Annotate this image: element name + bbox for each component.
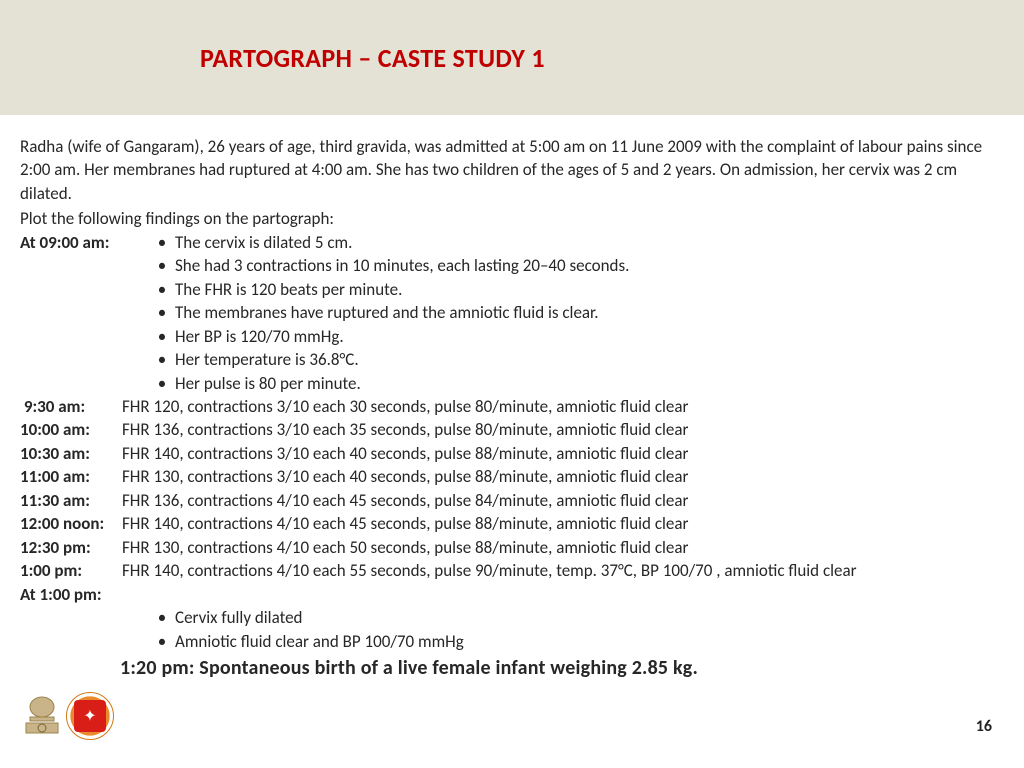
observation-time: 9:30 am: xyxy=(20,395,122,418)
block-0900: At 09:00 am: • The cervix is dilated 5 cm… xyxy=(20,231,1004,395)
bullet-item: • She had 3 contractions in 10 minutes, e… xyxy=(155,254,1004,277)
bullet-text: She had 3 contractions in 10 minutes, ea… xyxy=(175,254,629,277)
observation-time: 11:00 am: xyxy=(20,465,122,488)
observation-text: FHR 120, contractions 3/10 each 30 secon… xyxy=(122,395,1004,418)
observation-row: 12:30 pm:FHR 130, contractions 4/10 each… xyxy=(20,536,1004,559)
observation-row: 1:00 pm:FHR 140, contractions 4/10 each … xyxy=(20,559,1004,582)
plot-instruction: Plot the following findings on the parto… xyxy=(20,207,1004,230)
block-1300-label: At 1:00 pm: xyxy=(20,583,1004,606)
bullet-text: Amniotic fluid clear and BP 100/70 mmHg xyxy=(175,630,464,653)
observation-text: FHR 140, contractions 3/10 each 40 secon… xyxy=(122,442,1004,465)
bullet-icon: • xyxy=(155,630,169,653)
bullet-text: Cervix fully dilated xyxy=(175,606,302,629)
bullet-item: • Her BP is 120/70 mmHg. xyxy=(155,325,1004,348)
bullet-item: • Cervix fully dilated xyxy=(155,606,1004,629)
nhm-logo-icon: ✦ xyxy=(66,692,114,740)
title-band: PARTOGRAPH – CASTE STUDY 1 xyxy=(0,0,1024,115)
observation-row: 9:30 am:FHR 120, contractions 3/10 each … xyxy=(20,395,1004,418)
bullet-icon: • xyxy=(155,231,169,254)
time-label-1300: At 1:00 pm: xyxy=(20,583,130,606)
observation-row: 10:00 am:FHR 136, contractions 3/10 each… xyxy=(20,418,1004,441)
bullet-icon: • xyxy=(155,348,169,371)
observation-time: 10:30 am: xyxy=(20,442,122,465)
observation-row: 10:30 am:FHR 140, contractions 3/10 each… xyxy=(20,442,1004,465)
observation-row: 11:00 am:FHR 130, contractions 3/10 each… xyxy=(20,465,1004,488)
observation-text: FHR 130, contractions 3/10 each 40 secon… xyxy=(122,465,1004,488)
bullet-text: Her temperature is 36.8°C. xyxy=(175,348,359,371)
bullet-item: • Amniotic fluid clear and BP 100/70 mmHg xyxy=(155,630,1004,653)
bullet-text: Her BP is 120/70 mmHg. xyxy=(175,325,344,348)
observation-time: 11:30 am: xyxy=(20,489,122,512)
observation-text: FHR 140, contractions 4/10 each 55 secon… xyxy=(122,559,1004,582)
observation-time: 12:00 noon: xyxy=(20,512,122,535)
final-outcome: 1:20 pm: Spontaneous birth of a live fem… xyxy=(120,655,1004,683)
bullet-item: • The FHR is 120 beats per minute. xyxy=(155,278,1004,301)
time-label-0900: At 09:00 am: xyxy=(20,231,130,254)
bullet-icon: • xyxy=(155,325,169,348)
intro-paragraph: Radha (wife of Gangaram), 26 years of ag… xyxy=(20,135,1004,205)
observation-text: FHR 140, contractions 4/10 each 45 secon… xyxy=(122,512,1004,535)
bullet-icon: • xyxy=(155,278,169,301)
observation-time: 10:00 am: xyxy=(20,418,122,441)
page-number: 16 xyxy=(976,717,992,736)
observation-row: 11:30 am:FHR 136, contractions 4/10 each… xyxy=(20,489,1004,512)
content-area: Radha (wife of Gangaram), 26 years of ag… xyxy=(0,115,1024,683)
slide-title: PARTOGRAPH – CASTE STUDY 1 xyxy=(200,42,545,74)
observation-row: 12:00 noon:FHR 140, contractions 4/10 ea… xyxy=(20,512,1004,535)
bullet-icon: • xyxy=(155,606,169,629)
bullet-icon: • xyxy=(155,301,169,324)
footer-logos: ✦ xyxy=(22,692,114,740)
observation-time: 1:00 pm: xyxy=(20,559,122,582)
observation-text: FHR 136, contractions 3/10 each 35 secon… xyxy=(122,418,1004,441)
bullet-icon: • xyxy=(155,372,169,395)
bullet-item: • Her pulse is 80 per minute. xyxy=(155,372,1004,395)
bullet-icon: • xyxy=(155,254,169,277)
bullet-text: The cervix is dilated 5 cm. xyxy=(175,231,352,254)
observation-text: FHR 130, contractions 4/10 each 50 secon… xyxy=(122,536,1004,559)
bullet-text: Her pulse is 80 per minute. xyxy=(175,372,361,395)
bullet-item: • The membranes have ruptured and the amn… xyxy=(155,301,1004,324)
bullet-item: • Her temperature is 36.8°C. xyxy=(155,348,1004,371)
observation-time: 12:30 pm: xyxy=(20,536,122,559)
observation-text: FHR 136, contractions 4/10 each 45 secon… xyxy=(122,489,1004,512)
bullet-item: • The cervix is dilated 5 cm. xyxy=(155,231,1004,254)
bullet-text: The FHR is 120 beats per minute. xyxy=(175,278,402,301)
india-emblem-icon xyxy=(22,693,62,739)
bullet-text: The membranes have ruptured and the amni… xyxy=(175,301,599,324)
